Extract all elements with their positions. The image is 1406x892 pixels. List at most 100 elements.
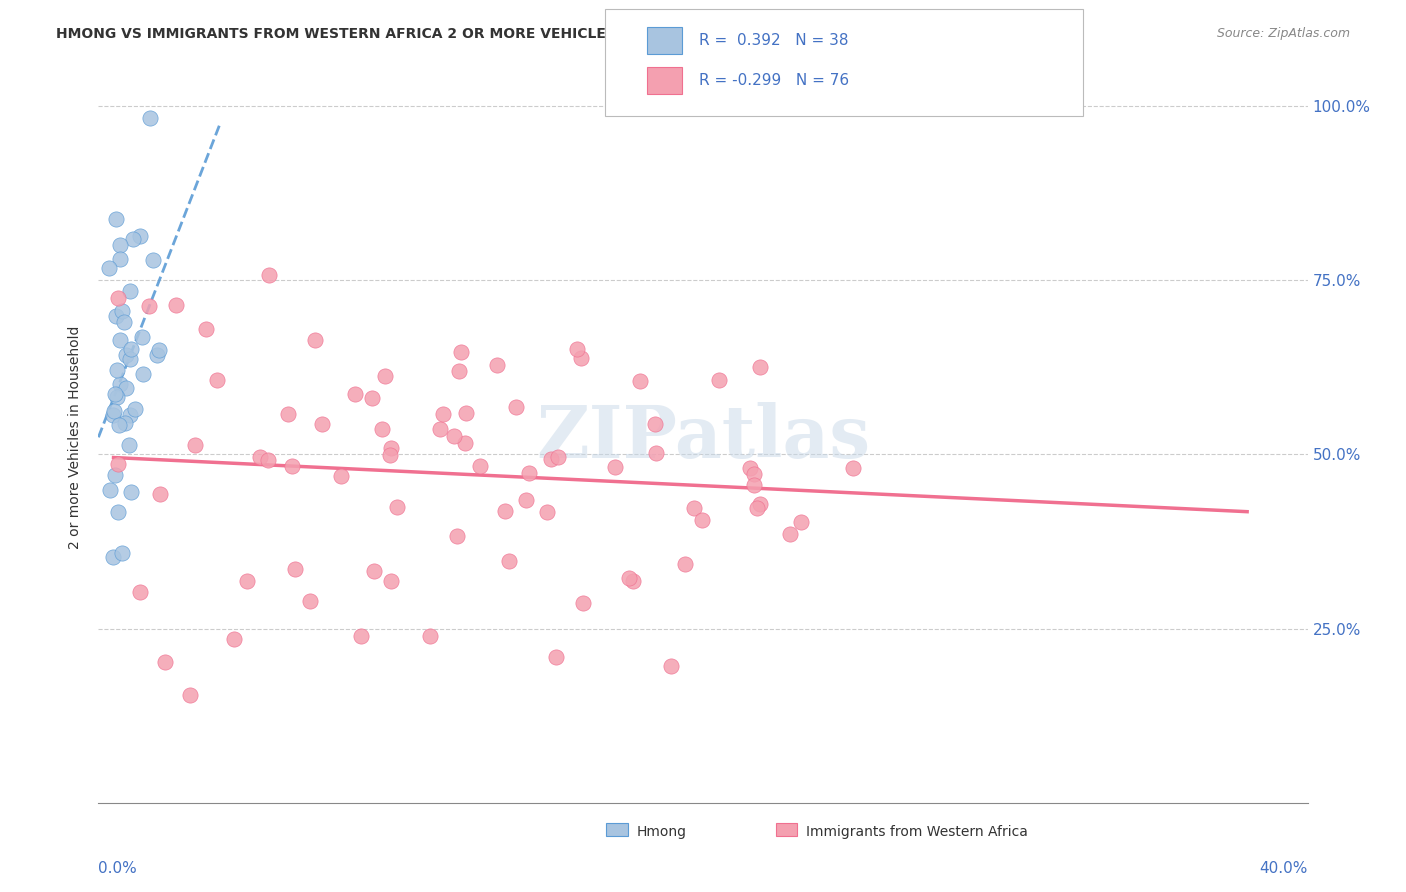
Point bbox=[544, 649, 567, 664]
Point bbox=[468, 458, 491, 473]
Text: HMONG VS IMMIGRANTS FROM WESTERN AFRICA 2 OR MORE VEHICLES IN HOUSEHOLD CORRELAT: HMONG VS IMMIGRANTS FROM WESTERN AFRICA … bbox=[56, 27, 912, 41]
Point bbox=[103, 550, 125, 565]
Text: ZIPatlas: ZIPatlas bbox=[536, 401, 870, 473]
Point bbox=[120, 352, 142, 367]
Point bbox=[298, 594, 321, 608]
Point bbox=[707, 373, 730, 387]
Text: Hmong: Hmong bbox=[637, 825, 686, 839]
Point bbox=[515, 492, 537, 507]
Point bbox=[105, 309, 128, 323]
Point bbox=[184, 438, 207, 452]
Text: R =  0.392   N = 38: R = 0.392 N = 38 bbox=[699, 33, 848, 47]
Point bbox=[277, 408, 299, 422]
Point bbox=[115, 381, 138, 395]
Point bbox=[790, 515, 813, 529]
Point bbox=[118, 408, 141, 422]
Text: 40.0%: 40.0% bbox=[1260, 862, 1308, 876]
Point bbox=[194, 322, 217, 336]
Point bbox=[311, 417, 333, 432]
Point bbox=[284, 562, 307, 576]
Point bbox=[779, 526, 801, 541]
Point bbox=[450, 345, 472, 359]
Point bbox=[120, 485, 142, 500]
Point bbox=[371, 422, 394, 436]
Point bbox=[118, 438, 141, 452]
Point bbox=[742, 478, 765, 492]
Point bbox=[249, 450, 271, 464]
Bar bbox=[776, 822, 797, 836]
Point bbox=[146, 348, 169, 362]
Point bbox=[235, 574, 257, 589]
Point bbox=[603, 459, 626, 474]
Point bbox=[153, 655, 176, 669]
Point bbox=[107, 418, 129, 433]
Point bbox=[114, 348, 136, 362]
Point bbox=[110, 333, 132, 347]
Point bbox=[443, 428, 465, 442]
Text: Immigrants from Western Africa: Immigrants from Western Africa bbox=[806, 825, 1028, 839]
Point bbox=[138, 299, 160, 313]
Point bbox=[683, 500, 706, 515]
Point bbox=[108, 252, 131, 266]
Point bbox=[179, 688, 201, 702]
Point bbox=[129, 229, 152, 244]
Point bbox=[124, 401, 146, 416]
Point bbox=[363, 564, 385, 578]
Point bbox=[207, 373, 229, 387]
Point bbox=[432, 407, 454, 421]
Text: R = -0.299   N = 76: R = -0.299 N = 76 bbox=[699, 73, 849, 87]
Point bbox=[742, 467, 765, 481]
Point bbox=[120, 284, 142, 298]
Point bbox=[617, 571, 640, 585]
Point bbox=[141, 252, 163, 267]
Point bbox=[456, 406, 478, 420]
Point bbox=[108, 237, 131, 252]
Point bbox=[380, 574, 402, 589]
Point bbox=[378, 448, 401, 462]
Point bbox=[105, 390, 128, 404]
Point bbox=[111, 546, 134, 560]
Point bbox=[572, 596, 595, 610]
Point bbox=[165, 298, 187, 312]
Point bbox=[107, 291, 129, 305]
Point bbox=[105, 212, 128, 227]
Point bbox=[114, 416, 136, 430]
Point bbox=[429, 422, 451, 436]
Point bbox=[536, 505, 558, 519]
Point bbox=[644, 417, 666, 431]
Point bbox=[98, 261, 121, 276]
Y-axis label: 2 or more Vehicles in Household: 2 or more Vehicles in Household bbox=[69, 326, 83, 549]
Point bbox=[138, 111, 160, 125]
Point bbox=[128, 585, 150, 599]
Text: Source: ZipAtlas.com: Source: ZipAtlas.com bbox=[1216, 27, 1350, 40]
Point bbox=[104, 387, 127, 401]
Point bbox=[498, 554, 520, 568]
Point bbox=[749, 498, 772, 512]
Point bbox=[517, 466, 540, 480]
Point bbox=[571, 351, 593, 365]
Point bbox=[630, 375, 652, 389]
Point bbox=[111, 304, 134, 318]
Point bbox=[104, 467, 127, 482]
Point bbox=[494, 504, 516, 518]
Point bbox=[447, 364, 470, 378]
Point bbox=[107, 504, 129, 518]
Point bbox=[485, 359, 508, 373]
Point bbox=[385, 500, 408, 515]
Point bbox=[673, 557, 696, 571]
Point bbox=[131, 329, 153, 343]
Point bbox=[108, 377, 131, 392]
Point bbox=[645, 445, 668, 459]
Point bbox=[148, 343, 170, 357]
Point bbox=[103, 408, 125, 422]
Bar bbox=[606, 822, 628, 836]
Point bbox=[842, 461, 865, 475]
Point bbox=[446, 529, 468, 543]
Point bbox=[621, 574, 644, 588]
Point bbox=[747, 500, 769, 515]
Point bbox=[107, 457, 129, 471]
Point bbox=[257, 453, 280, 467]
Point bbox=[259, 268, 281, 283]
Point bbox=[659, 659, 682, 673]
Point bbox=[112, 315, 135, 329]
